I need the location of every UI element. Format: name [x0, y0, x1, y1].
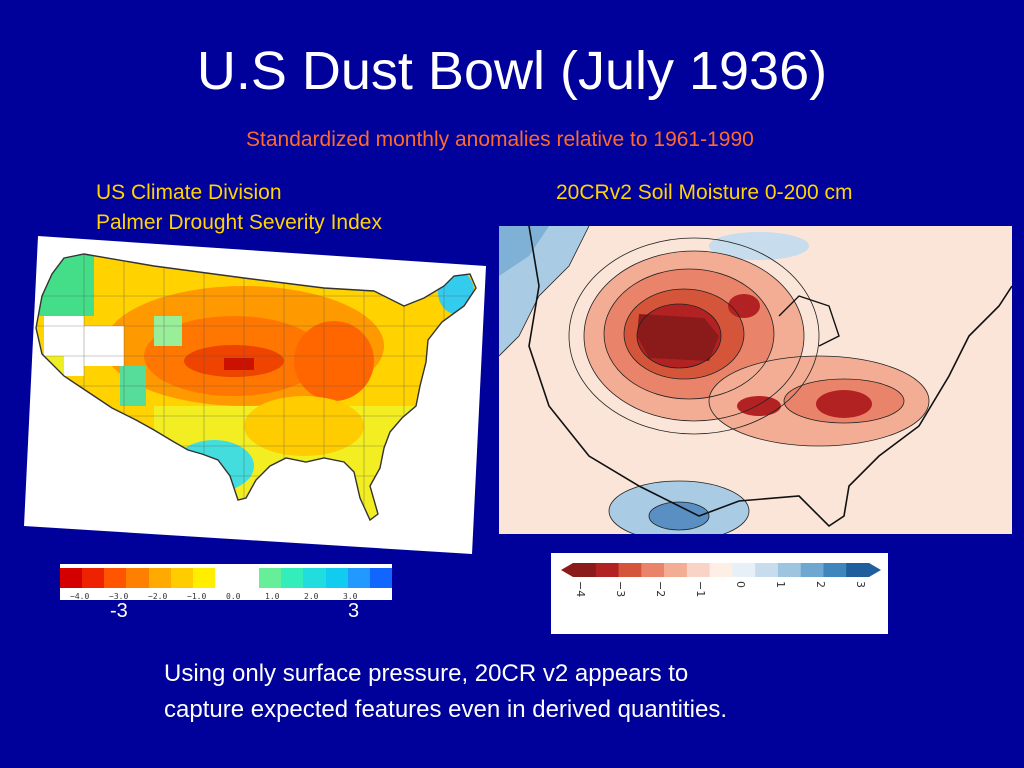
pdsi-legend-swatch [347, 568, 371, 588]
soil-legend-tick: 3 [854, 581, 867, 588]
pdsi-legend-swatch [369, 568, 393, 588]
pdsi-legend-swatch [214, 568, 238, 588]
soil-legend-swatch [777, 563, 802, 577]
pdsi-caption-line2: Palmer Drought Severity Index [96, 211, 382, 234]
pdsi-legend-swatch [126, 568, 150, 588]
pdsi-legend-swatch [148, 568, 172, 588]
pdsi-legend-tick: 0.0 [226, 592, 241, 601]
soil-legend-arrow-left [561, 563, 573, 577]
pdsi-legend-max: 3 [348, 600, 360, 622]
soil-legend-swatch [573, 563, 597, 577]
soil-legend-swatch [664, 563, 688, 577]
soil-legend-swatch [800, 563, 824, 577]
pdsi-legend-swatch [325, 568, 349, 588]
slide-note-line1: Using only surface pressure, 20CR v2 app… [164, 660, 689, 687]
soil-legend-tick: −2 [654, 581, 667, 597]
pdsi-legend-swatch [259, 568, 282, 588]
soil-legend-tick: 1 [774, 581, 787, 588]
slide-note-line2: capture expected features even in derive… [164, 696, 728, 723]
pdsi-legend-min: -3 [110, 600, 128, 622]
soil-legend-tick: −4 [574, 581, 587, 597]
pdsi-legend-swatch [170, 568, 194, 588]
soil-legend-arrow-right [869, 563, 881, 577]
soil-caption: 20CRv2 Soil Moisture 0-200 cm [556, 181, 853, 204]
pdsi-legend-swatch [82, 568, 105, 588]
pdsi-legend-swatch [237, 568, 260, 588]
soil-legend-swatch [823, 563, 847, 577]
soil-legend-tick: −1 [694, 581, 707, 597]
soil-legend-tick: 2 [814, 581, 827, 588]
pdsi-legend-swatch [104, 568, 127, 588]
soil-legend-tick: 0 [734, 581, 747, 588]
slide-subtitle: Standardized monthly anomalies relative … [246, 128, 754, 151]
pdsi-legend-swatch [192, 568, 216, 588]
pdsi-legend-tick: −2.0 [148, 592, 168, 601]
soil-legend-swatch [618, 563, 642, 577]
soil-moisture-map [499, 226, 1012, 534]
pdsi-legend-swatch [303, 568, 327, 588]
pdsi-legend-swatch [60, 568, 83, 588]
pdsi-legend-tick: −4.0 [70, 592, 90, 601]
soil-legend-swatch [686, 563, 711, 577]
soil-legend-swatch [641, 563, 665, 577]
pdsi-legend-swatch [281, 568, 304, 588]
slide-note: Using only surface pressure, 20CR v2 app… [164, 656, 727, 728]
soil-legend-swatch [595, 563, 619, 577]
pdsi-map [24, 236, 486, 554]
pdsi-legend-tick: 1.0 [265, 592, 280, 601]
soil-legend-swatch [732, 563, 756, 577]
pdsi-caption-line1: US Climate Division [96, 181, 282, 204]
pdsi-legend: −4.0 −3.0 −2.0 −1.0 0.0 1.0 2.0 3.0 -3 3 [58, 562, 394, 626]
pdsi-legend-tick: −3.0 [109, 592, 129, 601]
soil-moisture-legend: −4 −3 −2 −1 0 1 2 3 [551, 553, 888, 634]
soil-legend-swatch [846, 563, 870, 577]
soil-legend-tick: −3 [614, 581, 627, 597]
pdsi-legend-tick: −1.0 [187, 592, 207, 601]
soil-legend-swatch [709, 563, 733, 577]
pdsi-legend-tick: 2.0 [304, 592, 319, 601]
pdsi-legend-tick: 3.0 [343, 592, 358, 601]
slide-title: U.S Dust Bowl (July 1936) [196, 41, 828, 101]
soil-legend-swatch [755, 563, 779, 577]
